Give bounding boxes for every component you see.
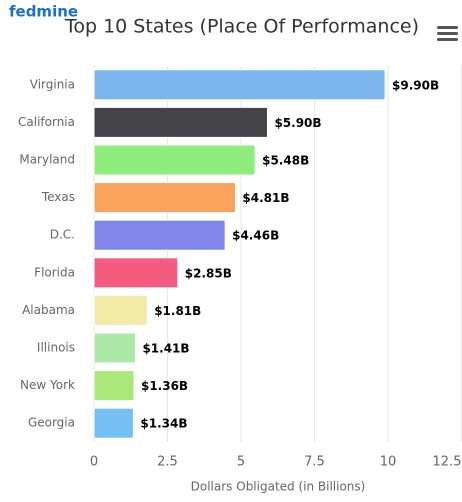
y-tick-label: Maryland: [19, 153, 75, 167]
y-tick-label: Virginia: [30, 77, 75, 91]
data-label: $1.81B: [154, 304, 201, 318]
data-label: $1.36B: [141, 379, 188, 393]
x-tick-label: 2.5: [157, 455, 178, 470]
x-tick-label: 5: [237, 455, 245, 470]
data-label: $2.85B: [185, 266, 232, 280]
bar: [93, 257, 179, 289]
x-axis-title: Dollars Obligated (in Billions): [191, 480, 366, 494]
y-tick-label: Illinois: [37, 341, 75, 355]
bar: [93, 370, 135, 402]
bar: [93, 332, 136, 364]
bar: [93, 219, 226, 251]
y-tick-label: D.C.: [50, 228, 75, 242]
data-label: $5.48B: [262, 154, 309, 168]
x-tick-label: 12.5: [433, 455, 462, 470]
bar: [93, 106, 268, 138]
y-tick-label: New York: [20, 378, 75, 392]
y-tick-label: Alabama: [22, 303, 75, 317]
bar: [93, 182, 236, 214]
data-label: $1.41B: [142, 342, 189, 356]
y-tick-label: California: [18, 115, 75, 129]
data-label: $4.46B: [232, 229, 279, 243]
data-label: $4.81B: [242, 191, 289, 205]
menu-button[interactable]: [437, 26, 458, 41]
bar: [93, 69, 386, 101]
chart-title: Top 10 States (Place Of Performance): [64, 16, 419, 38]
menu-bar: [437, 26, 458, 29]
y-tick-label: Texas: [41, 190, 75, 204]
menu-bar: [437, 38, 458, 41]
y-tick-label: Florida: [34, 265, 75, 279]
bar: [93, 407, 134, 439]
x-tick-label: 10: [380, 455, 397, 470]
data-label: $9.90B: [392, 78, 439, 92]
y-tick-label: Georgia: [28, 416, 75, 430]
x-tick-label: 7.5: [304, 455, 325, 470]
data-label: $5.90B: [274, 116, 321, 130]
menu-bar: [437, 32, 458, 35]
bar: [93, 294, 148, 326]
bar: [93, 144, 256, 176]
x-tick-label: 0: [90, 455, 98, 470]
data-label: $1.34B: [140, 417, 187, 431]
logo: fedmine: [9, 3, 78, 21]
